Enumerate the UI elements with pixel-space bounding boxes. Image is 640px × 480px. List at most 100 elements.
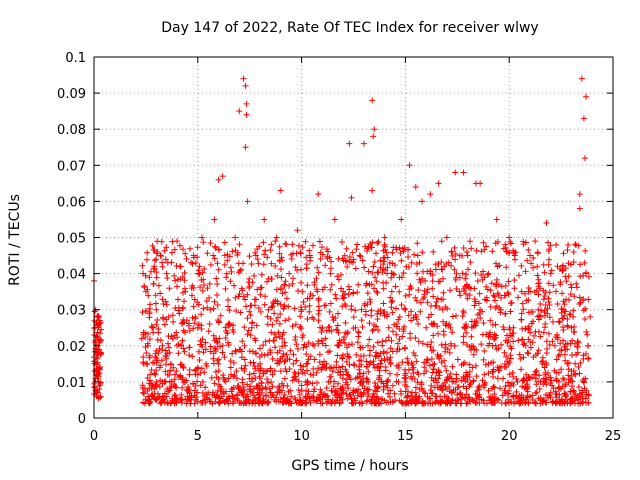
data-point: [487, 287, 494, 294]
data-point: [467, 379, 474, 386]
data-point: [361, 300, 368, 307]
data-point: [442, 400, 449, 407]
data-point: [250, 392, 257, 399]
data-point: [160, 300, 167, 307]
data-point: [496, 304, 503, 311]
data-point: [222, 398, 229, 405]
data-point: [162, 368, 169, 375]
data-point: [257, 308, 264, 315]
data-point: [163, 244, 170, 251]
data-point: [356, 400, 363, 407]
data-point: [357, 379, 364, 386]
data-point: [530, 264, 537, 271]
data-point: [199, 287, 206, 294]
data-point: [361, 385, 368, 392]
data-point: [464, 341, 471, 348]
data-point: [202, 399, 209, 406]
data-point: [190, 325, 197, 332]
data-point: [339, 239, 346, 246]
data-point: [260, 261, 267, 268]
data-point: [243, 100, 250, 107]
data-point: [357, 344, 364, 351]
data-point: [361, 264, 368, 271]
data-point: [172, 277, 179, 284]
data-point: [364, 376, 371, 383]
data-point: [533, 287, 540, 294]
data-point: [317, 386, 324, 393]
data-point: [290, 351, 297, 358]
data-point: [497, 309, 504, 316]
data-point: [460, 333, 467, 340]
data-point: [489, 369, 496, 376]
data-point: [456, 274, 463, 281]
data-point: [336, 390, 343, 397]
data-point: [260, 370, 267, 377]
data-point: [346, 253, 353, 260]
data-point: [272, 238, 279, 245]
data-point: [178, 391, 185, 398]
data-point: [384, 254, 391, 261]
data-point: [383, 249, 390, 256]
data-point: [153, 250, 160, 257]
data-point: [430, 347, 437, 354]
data-point: [144, 361, 151, 368]
data-point: [573, 280, 580, 287]
x-tick-label: 10: [293, 429, 310, 444]
data-point: [462, 325, 469, 332]
data-point: [219, 342, 226, 349]
data-point: [535, 306, 542, 313]
data-point: [186, 396, 193, 403]
data-point: [175, 374, 182, 381]
data-point: [543, 399, 550, 406]
data-point: [449, 313, 456, 320]
data-point: [206, 280, 213, 287]
data-point: [179, 319, 186, 326]
data-point: [448, 262, 455, 269]
data-point: [417, 279, 424, 286]
data-point: [94, 312, 101, 319]
data-point: [409, 397, 416, 404]
data-point: [546, 392, 553, 399]
data-point: [276, 320, 283, 327]
data-point: [533, 381, 540, 388]
data-point: [310, 372, 317, 379]
data-point: [266, 337, 273, 344]
data-point: [231, 282, 238, 289]
data-point: [501, 387, 508, 394]
data-point: [211, 255, 218, 262]
data-point: [152, 350, 159, 357]
data-point: [331, 216, 338, 223]
data-point: [394, 371, 401, 378]
data-point: [430, 332, 437, 339]
data-point: [525, 297, 532, 304]
data-point: [221, 239, 228, 246]
data-point: [532, 238, 539, 245]
data-point: [319, 325, 326, 332]
data-point: [344, 330, 351, 337]
data-point: [189, 314, 196, 321]
data-point: [537, 313, 544, 320]
data-point: [97, 379, 104, 386]
data-point: [360, 140, 367, 147]
chart-title: Day 147 of 2022, Rate Of TEC Index for r…: [161, 20, 538, 36]
data-point: [374, 352, 381, 359]
data-point: [265, 306, 272, 313]
data-point: [334, 273, 341, 280]
data-point: [325, 248, 332, 255]
data-point: [370, 133, 377, 140]
data-point: [295, 378, 302, 385]
data-point: [310, 388, 317, 395]
data-point: [585, 296, 592, 303]
data-point: [354, 374, 361, 381]
data-point: [161, 247, 168, 254]
data-point: [402, 292, 409, 299]
data-point: [553, 241, 560, 248]
data-point: [565, 241, 572, 248]
data-point: [287, 347, 294, 354]
data-point: [389, 297, 396, 304]
data-point: [247, 386, 254, 393]
data-point: [545, 261, 552, 268]
data-point: [389, 309, 396, 316]
data-point: [375, 238, 382, 245]
data-point: [389, 260, 396, 267]
